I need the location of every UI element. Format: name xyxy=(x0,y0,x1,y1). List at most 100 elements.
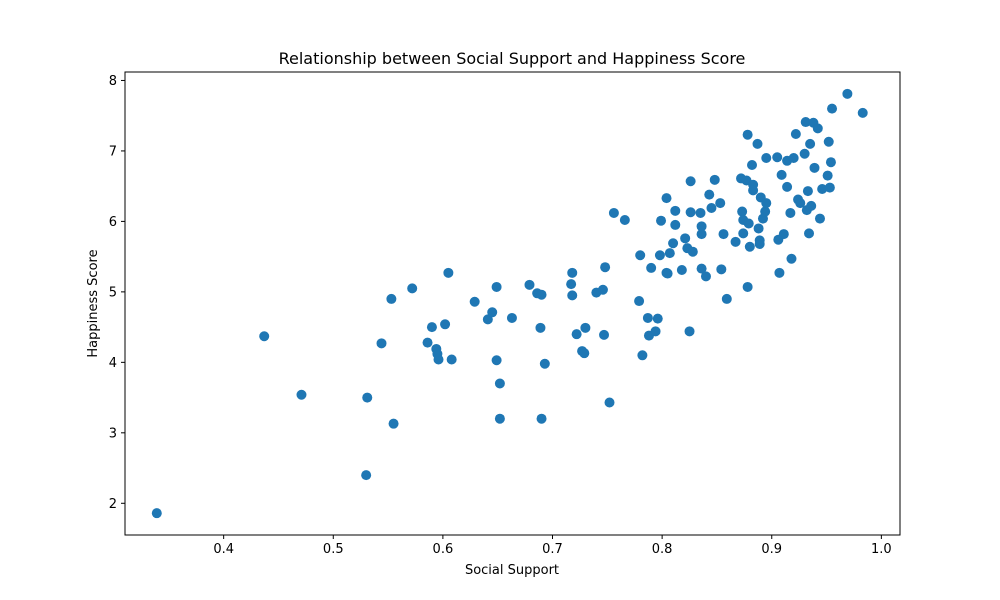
y-tick-label: 2 xyxy=(109,497,117,512)
data-point xyxy=(774,267,785,278)
data-point xyxy=(407,283,418,294)
data-point xyxy=(782,181,793,192)
data-point xyxy=(742,129,753,140)
data-point xyxy=(676,265,687,276)
data-point xyxy=(743,218,754,229)
x-tick-label: 0.6 xyxy=(433,542,454,557)
data-point xyxy=(718,229,729,240)
data-point xyxy=(652,313,663,324)
data-point xyxy=(635,250,646,261)
data-point xyxy=(704,189,715,200)
data-point xyxy=(579,348,590,359)
y-tick-label: 7 xyxy=(109,144,117,159)
y-axis-label: Happiness Score xyxy=(86,249,101,357)
data-point xyxy=(804,228,815,239)
data-point xyxy=(806,200,817,211)
data-point xyxy=(776,169,787,180)
data-point xyxy=(716,264,727,275)
data-point xyxy=(805,138,816,149)
data-point xyxy=(650,326,661,337)
data-point xyxy=(824,182,835,193)
data-point xyxy=(566,279,577,290)
data-point xyxy=(259,331,270,342)
y-axis-ticks: 2 3 4 5 6 7 8 xyxy=(109,74,125,512)
data-point xyxy=(753,223,764,234)
chart-title: Relationship between Social Support and … xyxy=(279,49,746,68)
plot-area-frame xyxy=(124,71,901,536)
data-point xyxy=(362,392,373,403)
data-point xyxy=(443,267,454,278)
data-point xyxy=(580,322,591,333)
y-tick-label: 5 xyxy=(109,285,117,300)
data-point xyxy=(668,238,679,249)
data-point xyxy=(600,262,611,273)
data-point xyxy=(386,293,397,304)
data-point xyxy=(795,198,806,209)
data-point xyxy=(823,136,834,147)
data-point xyxy=(388,418,399,429)
data-point xyxy=(664,248,675,259)
data-point xyxy=(634,296,645,307)
data-point xyxy=(785,207,796,218)
data-point xyxy=(491,281,502,292)
data-point xyxy=(748,185,759,196)
data-point xyxy=(742,281,753,292)
data-point xyxy=(646,262,657,273)
data-point xyxy=(802,186,813,197)
data-point xyxy=(642,312,653,323)
data-point xyxy=(670,219,681,230)
data-point xyxy=(744,241,755,252)
data-point xyxy=(754,235,765,246)
data-point xyxy=(604,397,615,408)
data-point xyxy=(778,229,789,240)
data-point xyxy=(800,117,811,128)
data-point xyxy=(571,329,582,340)
data-point xyxy=(738,228,749,239)
data-point xyxy=(684,326,695,337)
data-point xyxy=(440,319,451,330)
data-point xyxy=(446,354,457,365)
data-point xyxy=(709,174,720,185)
data-point xyxy=(814,213,825,224)
data-point xyxy=(817,183,828,194)
data-point xyxy=(661,193,672,204)
data-point xyxy=(426,322,437,333)
data-point xyxy=(706,203,717,214)
data-point xyxy=(696,263,707,274)
data-point xyxy=(599,329,610,340)
data-point xyxy=(535,322,546,333)
data-point xyxy=(857,107,868,118)
data-point xyxy=(376,338,387,349)
data-point xyxy=(567,267,578,278)
data-point xyxy=(687,246,698,257)
data-point xyxy=(494,413,505,424)
data-point xyxy=(747,160,758,171)
data-point xyxy=(786,253,797,264)
data-point xyxy=(685,207,696,218)
x-tick-label: 1.0 xyxy=(871,542,892,557)
data-point xyxy=(539,358,550,369)
data-point xyxy=(721,293,732,304)
data-point xyxy=(567,290,578,301)
data-point xyxy=(597,284,608,295)
data-point xyxy=(637,350,648,361)
y-tick-label: 6 xyxy=(109,215,117,230)
data-point xyxy=(619,214,630,225)
data-point xyxy=(608,207,619,218)
y-tick-label: 8 xyxy=(109,74,117,89)
x-tick-label: 0.5 xyxy=(323,542,344,557)
data-point xyxy=(822,170,833,181)
data-point xyxy=(361,470,372,481)
data-point xyxy=(695,207,706,218)
data-point xyxy=(760,206,771,217)
data-point xyxy=(752,138,763,149)
data-point xyxy=(494,378,505,389)
data-point xyxy=(524,279,535,290)
data-point xyxy=(700,271,711,282)
data-point xyxy=(487,307,498,318)
data-point xyxy=(151,508,162,519)
data-point xyxy=(799,148,810,159)
x-tick-label: 0.4 xyxy=(213,542,234,557)
data-point xyxy=(730,236,741,247)
